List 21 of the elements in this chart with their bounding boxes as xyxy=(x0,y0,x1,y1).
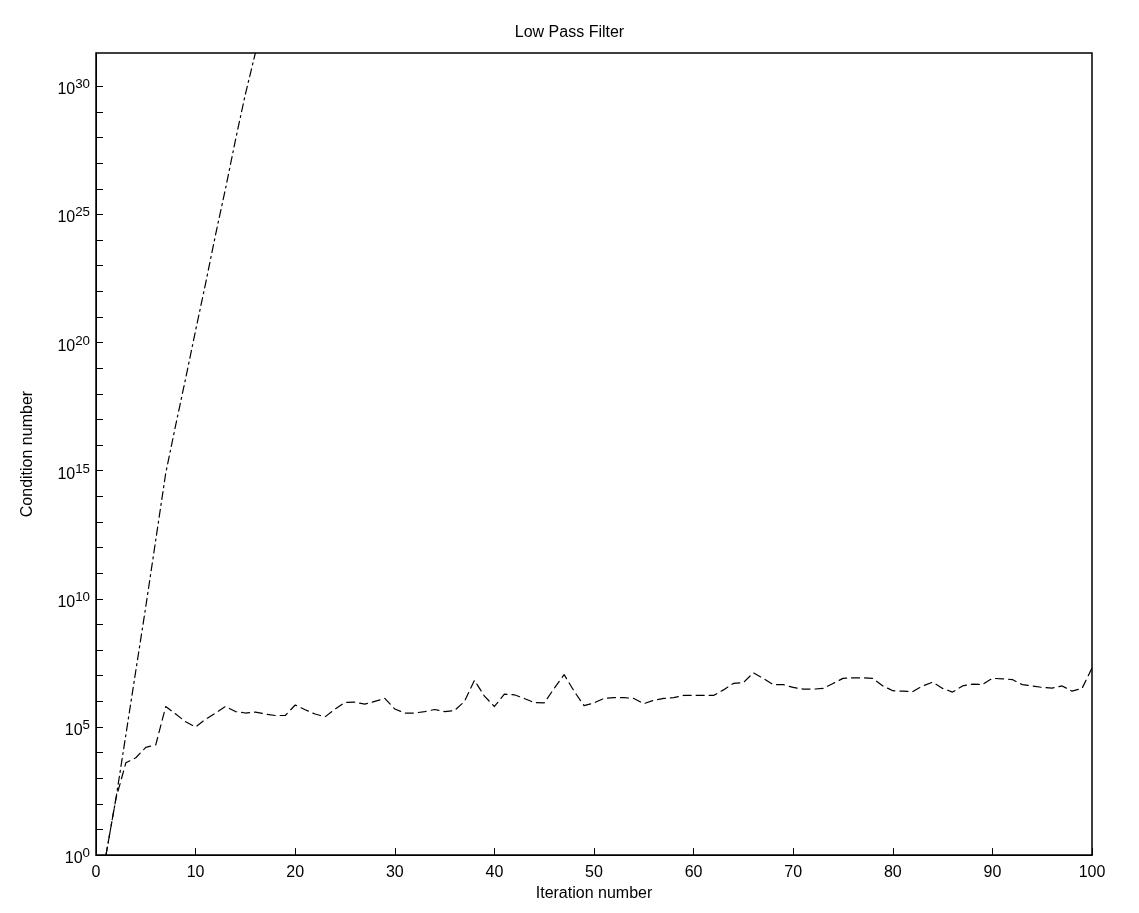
y-axis-title: Condition number xyxy=(17,390,35,518)
x-tick-label: 70 xyxy=(784,862,803,880)
x-tick-label: 80 xyxy=(883,862,902,880)
x-tick-label: 40 xyxy=(485,862,504,880)
x-tick-label: 0 xyxy=(91,862,101,880)
x-tick-label: 30 xyxy=(385,862,404,880)
y-tick-label: 10$^{30}$ xyxy=(57,75,90,100)
y-tick-label: 10$^{10}$ xyxy=(57,587,90,613)
x-tick-label: 20 xyxy=(286,862,305,880)
x-axis-title: Iteration number xyxy=(535,883,653,901)
y-tick-label: 10$^{5}$ xyxy=(64,715,90,741)
x-tick-label: 60 xyxy=(684,862,703,880)
y-tick-label: 10$^{15}$ xyxy=(57,459,90,485)
chart-title: Low Pass Filter xyxy=(514,22,625,40)
x-tick-label: 10 xyxy=(186,862,205,880)
y-tick-label: 10$^{0}$ xyxy=(64,844,90,869)
y-tick-label: 10$^{25}$ xyxy=(57,203,90,228)
x-tick-label: 90 xyxy=(983,862,1002,880)
x-tick-label: 50 xyxy=(585,862,603,880)
x-tick-label: 100 xyxy=(1078,862,1106,880)
y-tick-label: 10$^{20}$ xyxy=(57,331,90,356)
